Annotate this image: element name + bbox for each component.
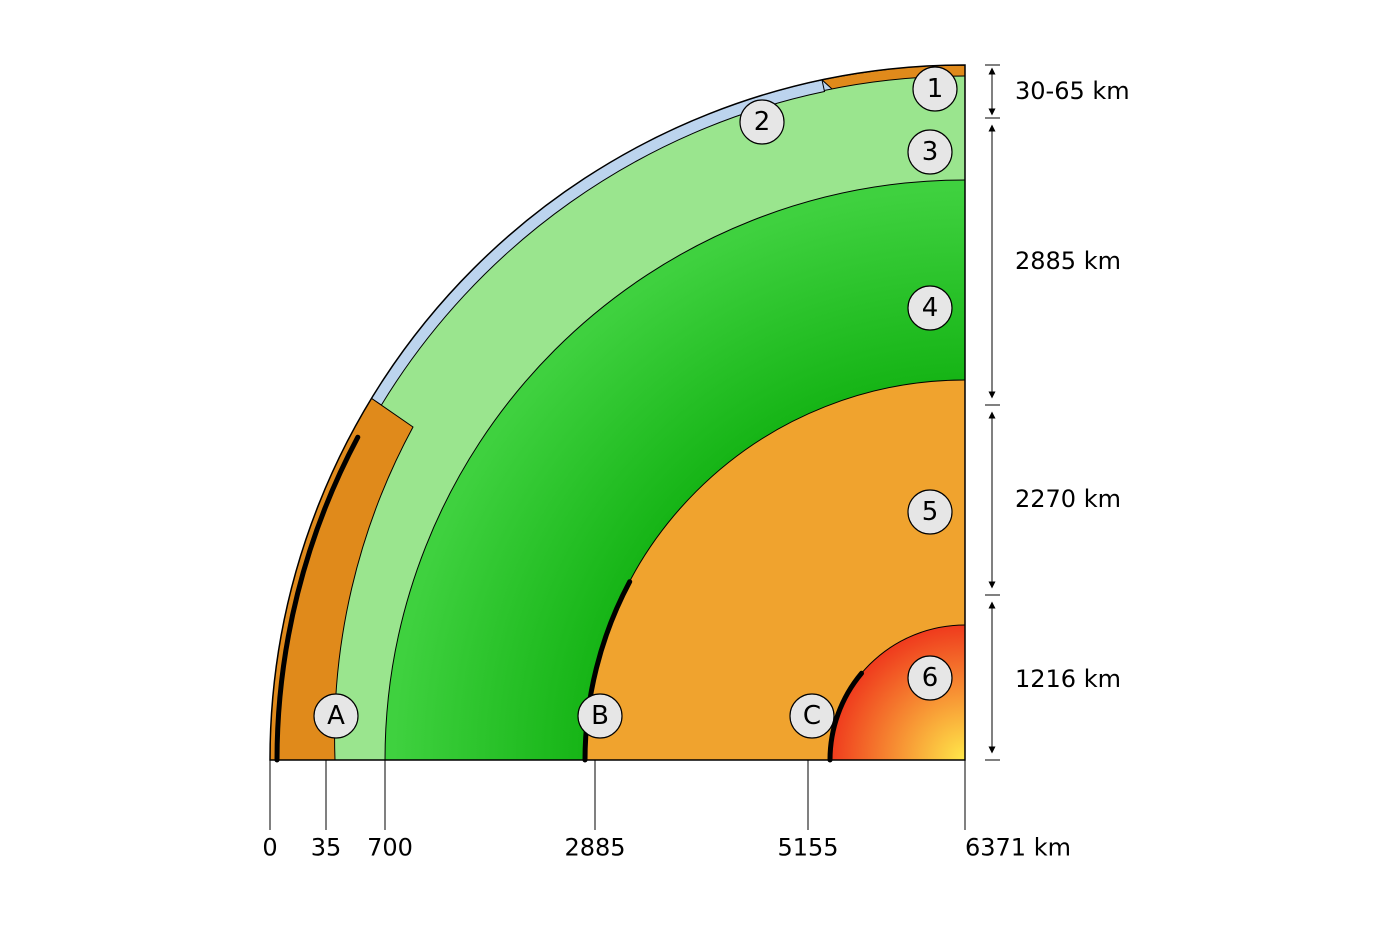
bottom-tick-0: 0	[262, 834, 277, 862]
thickness-label-3: 2270 km	[1015, 485, 1121, 513]
thickness-label-1: 30-65 km	[1015, 77, 1130, 105]
bottom-tick-6371: 6371 km	[965, 834, 1071, 862]
thickness-label-2: 2885 km	[1015, 247, 1121, 275]
svg-text:4: 4	[922, 293, 939, 323]
bottom-scale: 0 35 700 2885 5155 6371 km	[262, 760, 1071, 862]
bottom-tick-2885: 2885	[564, 834, 625, 862]
svg-text:2: 2	[754, 107, 771, 137]
marker-5: 5	[908, 490, 952, 534]
depth-brackets: 30-65 km 2885 km 2270 km 1216 km	[985, 65, 1130, 760]
marker-c: C	[790, 694, 834, 738]
bottom-tick-5155: 5155	[777, 834, 838, 862]
marker-3: 3	[908, 130, 952, 174]
svg-text:C: C	[803, 701, 821, 731]
marker-1: 1	[913, 67, 957, 111]
svg-text:B: B	[591, 701, 609, 731]
marker-6: 6	[908, 656, 952, 700]
marker-4: 4	[908, 286, 952, 330]
thickness-label-4: 1216 km	[1015, 665, 1121, 693]
marker-a: A	[314, 694, 358, 738]
earth-layers-diagram: 30-65 km 2885 km 2270 km 1216 km 0 35 70…	[0, 0, 1400, 932]
marker-2: 2	[740, 100, 784, 144]
svg-text:A: A	[327, 701, 345, 731]
bottom-tick-700: 700	[367, 834, 413, 862]
svg-text:3: 3	[922, 137, 939, 167]
svg-text:1: 1	[927, 74, 944, 104]
svg-text:6: 6	[922, 663, 939, 693]
svg-text:5: 5	[922, 497, 939, 527]
bottom-tick-35: 35	[311, 834, 342, 862]
layer-wedges	[270, 65, 1400, 932]
marker-b: B	[578, 694, 622, 738]
